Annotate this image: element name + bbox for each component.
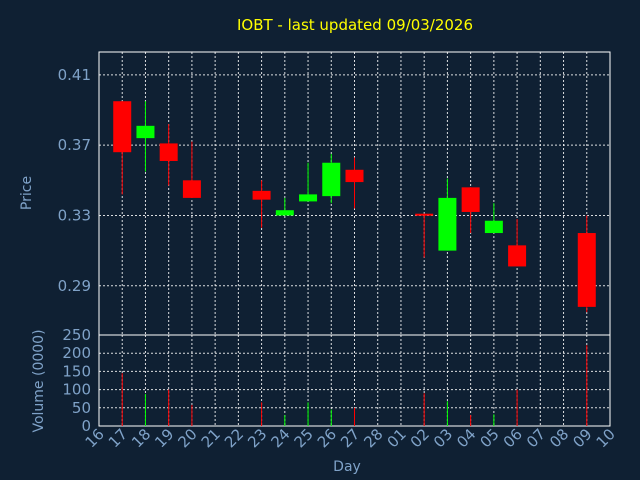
candle-body [182, 180, 201, 198]
price-axis-label: Price [19, 176, 35, 210]
candle-body [159, 143, 178, 161]
volume-tick-label: 150 [62, 362, 91, 380]
volume-tick-label: 250 [62, 326, 91, 344]
candle-body [508, 245, 527, 267]
candlesticks [113, 101, 596, 313]
candle-body [275, 210, 294, 216]
candle-body [252, 190, 271, 200]
volume-tick-label: 100 [62, 381, 91, 399]
day-tick-labels: 1617181920212223242526272801020304050607… [82, 425, 619, 451]
volume-axis-label: Volume (0000) [31, 329, 47, 432]
price-tick-labels: 0.29 0.33 0.37 0.41 [58, 66, 91, 295]
x-axis-label: Day [333, 459, 361, 475]
volume-tick-label: 50 [72, 399, 91, 417]
candle-body [438, 197, 457, 251]
price-tick-label: 0.33 [58, 206, 91, 224]
day-tick-label: 10 [593, 425, 619, 451]
candle-body [415, 213, 434, 216]
volume-tick-label: 0 [81, 417, 91, 435]
price-tick-label: 0.41 [58, 66, 91, 84]
candle-body [113, 101, 132, 153]
candle-body [345, 169, 364, 183]
volume-tick-label: 200 [62, 344, 91, 362]
candle-body [461, 187, 480, 212]
price-tick-label: 0.29 [58, 277, 91, 295]
chart-title: IOBT - last updated 09/03/2026 [237, 16, 473, 34]
candle-body [577, 233, 596, 307]
candle-body [484, 220, 503, 234]
volume-bars [121, 345, 588, 426]
candle-body [322, 162, 341, 197]
price-tick-label: 0.37 [58, 136, 91, 154]
candle-body [136, 125, 155, 139]
candle-body [299, 194, 318, 202]
